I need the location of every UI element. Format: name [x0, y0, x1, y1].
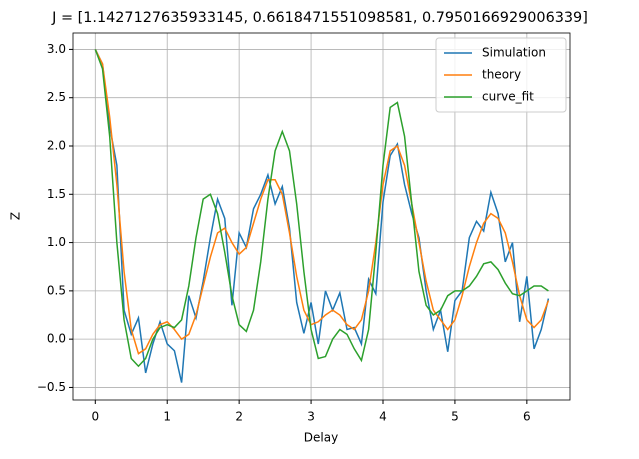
legend-box: [435, 37, 567, 113]
y-tick-label: 3.0: [47, 42, 66, 56]
y-tick-label: 0.0: [47, 332, 66, 346]
x-tick-label: 4: [379, 410, 387, 424]
legend-label: curve_fit: [482, 90, 534, 104]
y-tick-label: 2.5: [47, 90, 66, 104]
chart-title: J = [1.1427127635933145, 0.6618471551098…: [51, 10, 588, 26]
x-tick-label: 1: [163, 410, 171, 424]
legend-label: Simulation: [482, 46, 546, 60]
y-tick-label: −0.5: [37, 380, 66, 394]
x-axis-label: Delay: [304, 431, 338, 445]
legend: Simulation theory curve_fit: [435, 37, 567, 113]
series-line: [94, 49, 549, 368]
y-tick-label: 2.0: [47, 138, 66, 152]
x-tick-label: 6: [523, 410, 531, 424]
x-tick-label: 2: [235, 410, 243, 424]
y-tick-label: 1.5: [47, 187, 66, 201]
x-tick-label: 0: [91, 410, 99, 424]
x-tick-label: 3: [307, 410, 315, 424]
legend-label: theory: [482, 68, 521, 82]
x-tick-label: 5: [451, 410, 459, 424]
y-tick-label: 1.0: [47, 235, 66, 249]
plot-frame: [72, 32, 571, 401]
y-tick-label: 0.5: [47, 283, 66, 297]
y-axis-label: Z: [9, 212, 23, 220]
